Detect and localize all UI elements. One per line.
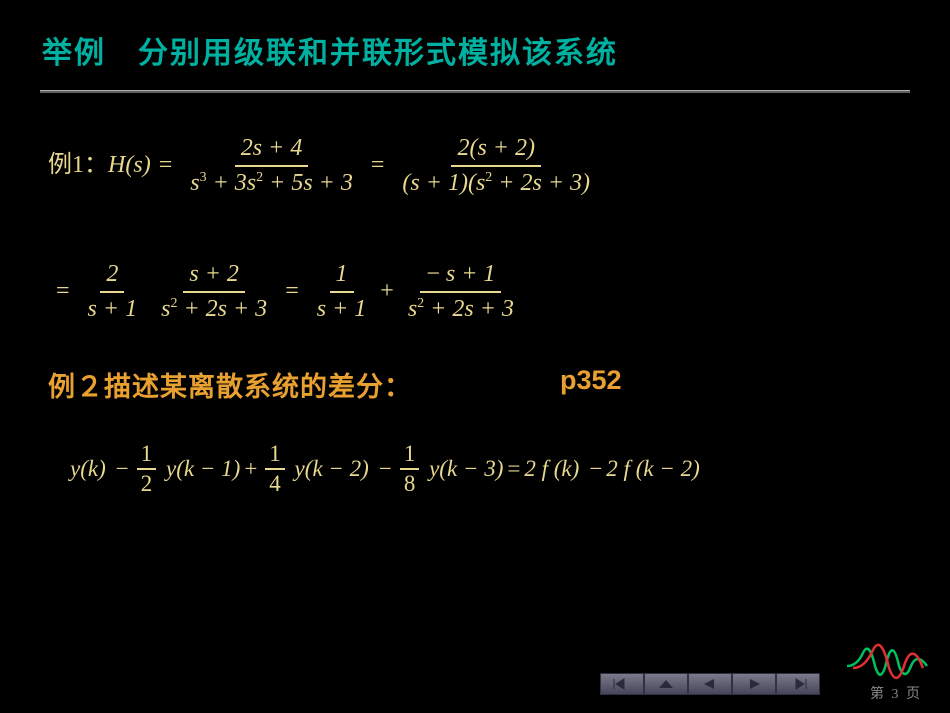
slide-title: 举例 分别用级联和并联形式模拟该系统 xyxy=(0,0,950,72)
nav-button-group xyxy=(600,673,820,695)
term-yk3: y(k − 3) xyxy=(423,455,503,483)
fraction-6: − s + 1 s2 + 2s + 3 xyxy=(402,258,520,326)
nav-last-button[interactable] xyxy=(776,673,820,695)
equation-line-3: y(k) − 1 2 y(k − 1) + 1 4 y(k − 2) − 1 8… xyxy=(70,440,700,497)
term-2fk: 2 f (k) xyxy=(524,455,579,483)
term-2fk2: 2 f (k − 2) xyxy=(606,455,699,483)
term-yk: y(k) xyxy=(70,455,106,483)
nav-first-button[interactable] xyxy=(600,673,644,695)
fraction-1: 2s + 4 s3 + 3s2 + 5s + 3 xyxy=(184,132,359,200)
last-icon xyxy=(788,678,808,690)
fraction-4: s + 2 s2 + 2s + 3 xyxy=(155,258,273,326)
first-icon xyxy=(612,678,632,690)
equals-3: = xyxy=(56,277,70,306)
prev-icon xyxy=(700,678,720,690)
equals-4: = xyxy=(285,277,299,306)
fraction-2: 2(s + 2) (s + 1)(s2 + 2s + 3) xyxy=(396,132,596,200)
equals-5: = xyxy=(507,455,520,483)
fraction-5: 1 s + 1 xyxy=(311,258,373,326)
coef-1-8: 1 8 xyxy=(400,440,420,497)
next-icon xyxy=(744,678,764,690)
plus-2: + xyxy=(244,455,257,483)
title-divider xyxy=(40,90,910,93)
minus-1: − xyxy=(116,455,129,483)
page-number: 第 3 页 xyxy=(870,683,922,703)
lhs-H: H(s) xyxy=(108,151,151,180)
coef-1-4: 1 4 xyxy=(265,440,285,497)
nav-up-button[interactable] xyxy=(644,673,688,695)
nav-prev-button[interactable] xyxy=(688,673,732,695)
example2-heading: 例２描述某离散系统的差分： xyxy=(48,365,412,404)
term-yk1: y(k − 1) xyxy=(160,455,240,483)
minus-2: − xyxy=(379,455,392,483)
minus-3: − xyxy=(589,455,602,483)
equals-1: = xyxy=(159,151,173,180)
example1-label: 例1： xyxy=(48,151,108,180)
nav-next-button[interactable] xyxy=(732,673,776,695)
page-reference: p352 xyxy=(560,365,622,396)
equation-line-2: = 2 s + 1 s + 2 s2 + 2s + 3 = 1 s + 1 + … xyxy=(48,258,524,326)
fraction-3: 2 s + 1 xyxy=(82,258,144,326)
coef-1-2: 1 2 xyxy=(137,440,157,497)
term-yk2: y(k − 2) xyxy=(289,455,369,483)
plus-1: + xyxy=(380,277,394,306)
equals-2: = xyxy=(371,151,385,180)
equation-line-1: 例1： H(s) = 2s + 4 s3 + 3s2 + 5s + 3 = 2(… xyxy=(48,132,600,200)
wave-logo-icon xyxy=(845,638,930,683)
up-icon xyxy=(656,678,676,690)
